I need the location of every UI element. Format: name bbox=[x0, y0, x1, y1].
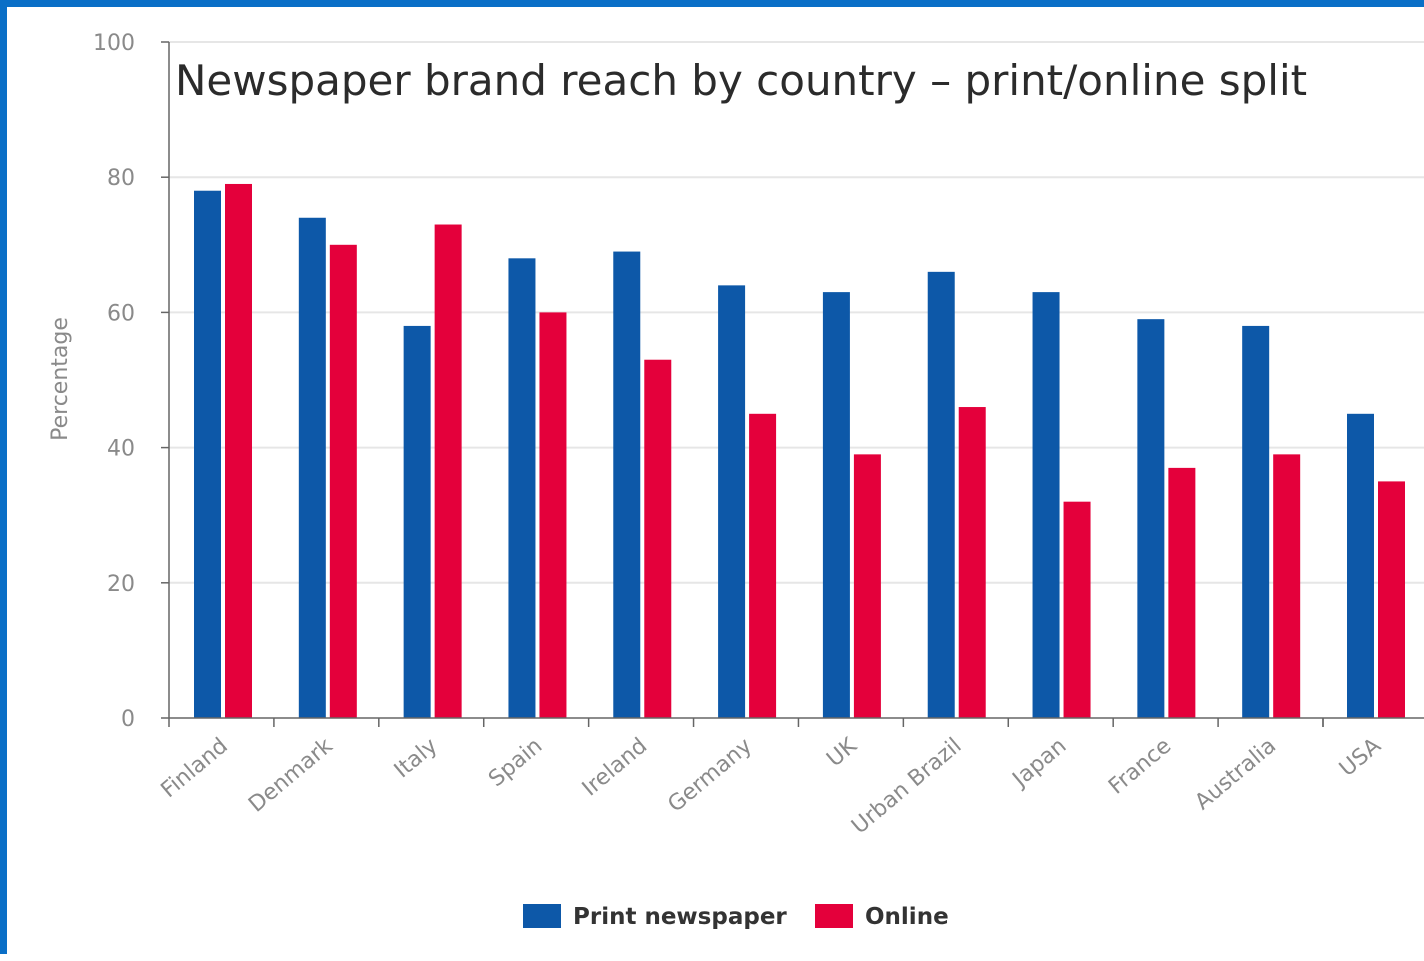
legend[interactable]: Print newspaper Online bbox=[523, 904, 949, 930]
x-tick-label: Australia bbox=[1190, 733, 1281, 815]
bar-print-urban-brazil bbox=[927, 271, 955, 718]
bar-online-spain bbox=[539, 312, 567, 718]
bar-print-italy bbox=[403, 325, 431, 718]
x-tick-label: Germany bbox=[663, 733, 757, 817]
bar-print-usa bbox=[1347, 413, 1374, 718]
bar-print-ireland bbox=[613, 251, 641, 718]
chart-title: Newspaper brand reach by country – print… bbox=[175, 56, 1307, 105]
y-axis-label: Percentage bbox=[48, 317, 73, 441]
y-tick-label: 0 bbox=[121, 707, 135, 732]
x-tick-label: Italy bbox=[390, 733, 443, 783]
legend-label-print[interactable]: Print newspaper bbox=[573, 904, 787, 930]
x-tick-label: Japan bbox=[1007, 733, 1072, 793]
bar-online-ireland bbox=[644, 359, 672, 718]
bar-online-finland bbox=[225, 183, 252, 718]
bar-online-australia bbox=[1273, 454, 1301, 718]
bar-chart: 0 20 40 60 80 100 Finland Denmark Italy Spain Irel… bbox=[48, 31, 1424, 930]
bars bbox=[194, 183, 1405, 719]
bar-online-urban-brazil bbox=[958, 407, 986, 718]
x-tick-label: Urban Brazil bbox=[847, 733, 966, 839]
x-tick-label: UK bbox=[822, 733, 862, 772]
bar-print-japan bbox=[1032, 292, 1060, 718]
x-tick-label: Spain bbox=[484, 733, 547, 792]
y-tick-label: 40 bbox=[107, 437, 135, 462]
bar-print-uk bbox=[822, 292, 850, 718]
x-tick-label: USA bbox=[1335, 733, 1386, 781]
legend-swatch-print bbox=[523, 904, 561, 928]
bar-print-germany bbox=[718, 285, 746, 718]
bar-print-denmark bbox=[298, 217, 326, 718]
x-tick-label: Denmark bbox=[244, 733, 338, 817]
x-tick-label: Ireland bbox=[578, 733, 652, 801]
bar-online-denmark bbox=[329, 244, 357, 719]
bar-online-usa bbox=[1378, 481, 1405, 718]
y-tick-label: 60 bbox=[107, 301, 135, 326]
bar-online-japan bbox=[1063, 501, 1091, 718]
bar-online-france bbox=[1168, 467, 1196, 718]
bar-print-france bbox=[1137, 319, 1165, 718]
bar-online-germany bbox=[749, 413, 777, 718]
bar-online-italy bbox=[434, 224, 462, 718]
x-tick-label: Finland bbox=[157, 733, 233, 803]
legend-swatch-online bbox=[815, 904, 853, 928]
bar-print-spain bbox=[508, 258, 536, 718]
bar-print-australia bbox=[1242, 325, 1270, 718]
y-tick-label: 80 bbox=[107, 166, 135, 191]
bar-online-uk bbox=[853, 454, 881, 718]
gridlines bbox=[169, 41, 1424, 584]
bar-print-finland bbox=[194, 190, 221, 719]
y-tick-label: 20 bbox=[107, 572, 135, 597]
x-tick-label: France bbox=[1104, 733, 1176, 799]
y-tick-label: 100 bbox=[93, 31, 135, 56]
legend-label-online[interactable]: Online bbox=[865, 904, 949, 930]
